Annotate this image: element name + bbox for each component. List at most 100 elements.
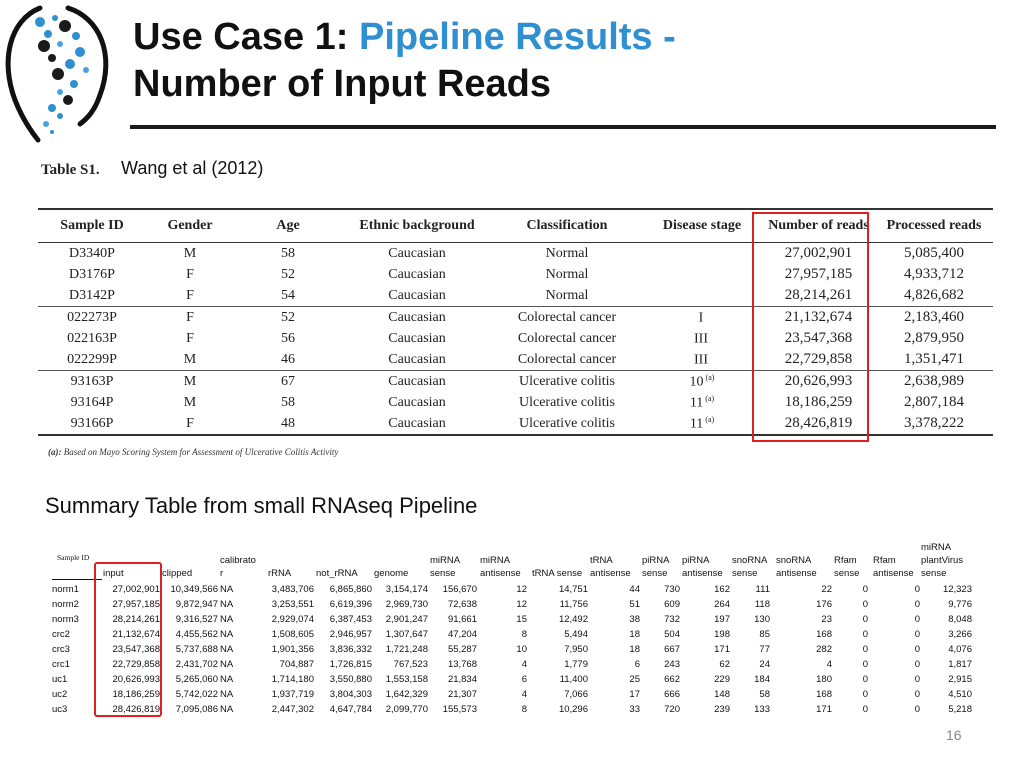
summary-cell-not-rrna: 3,804,303 <box>329 689 372 700</box>
cell-ethnic: Caucasian <box>342 349 492 371</box>
cell-id-text: 93163P <box>70 373 114 389</box>
number-of-reads-highlight <box>752 212 869 442</box>
cell-ethnic: Caucasian <box>342 328 492 349</box>
citation: Wang et al (2012) <box>121 158 264 178</box>
slide-title: Use Case 1: Pipeline Results - Number of… <box>133 14 676 108</box>
summary-cell-snorna-sense: 85 <box>759 629 770 640</box>
summary-cell-not-rrna: 6,387,453 <box>329 614 372 625</box>
cell-reads: 22,729,858 <box>762 349 875 371</box>
summary-cell-mirna-antisense: 8 <box>521 629 527 640</box>
summary-cell-snorna-antisense: 171 <box>816 704 832 715</box>
sample-table-wrapper: Sample ID Gender Age Ethnic background C… <box>38 208 993 436</box>
summary-cell-input: 27,002,901 <box>112 584 160 595</box>
cell-reads-text: 18,186,259 <box>784 394 853 410</box>
summary-cell-rfam-sense: 0 <box>862 584 868 595</box>
cell-reads: 23,547,368 <box>762 328 875 349</box>
cell-gender-text: M <box>183 373 197 389</box>
summary-cell-input: 28,426,819 <box>112 704 160 715</box>
sample-row: 022299P M 46 Caucasian Colorectal cancer III 2… <box>38 349 993 371</box>
cell-processed-text: 4,933,712 <box>904 266 964 282</box>
summary-cell-pirna-sense: 609 <box>664 599 680 610</box>
summary-cell-rrna: 2,929,074 <box>271 614 314 625</box>
summary-cell-not-rrna: 2,946,957 <box>329 629 372 640</box>
summary-cell-rfam-antisense: 0 <box>914 614 920 625</box>
summary-cell-rfam-sense: 0 <box>862 659 868 670</box>
cell-ethnic-text: Caucasian <box>388 351 446 367</box>
cell-id: 93166P <box>38 413 146 436</box>
cell-class: Ulcerative colitis <box>492 370 642 392</box>
slide-title-line2: Number of Input Reads <box>133 63 552 105</box>
summary-cell-snorna-sense: 77 <box>759 644 770 655</box>
cell-processed-text: 2,807,184 <box>904 394 964 410</box>
summary-cell-mirna-sense: 156,670 <box>442 584 477 595</box>
cell-stage-text: 11 <box>689 416 704 432</box>
cell-gender-text: F <box>186 330 194 346</box>
summary-cell-not-rrna: 3,550,880 <box>329 674 372 685</box>
cell-stage-text: III <box>694 352 708 368</box>
summary-cell-mirna-antisense: 12 <box>516 599 527 610</box>
cell-processed: 2,807,184 <box>875 392 993 413</box>
summary-row: crc3 23,547,368 5,737,688 NA 1,901,356 3,836,… <box>52 642 980 657</box>
summary-cell-pirna-antisense: 148 <box>714 689 730 700</box>
col-header-trna-antisense: tRNA antisense <box>590 555 631 579</box>
summary-cell-pirna-sense: 666 <box>664 689 680 700</box>
summary-cell-mirna-antisense: 6 <box>521 674 527 685</box>
summary-cell-sample: crc1 <box>52 659 70 670</box>
col-header: Age <box>234 208 342 243</box>
summary-cell-genome: 2,901,247 <box>385 614 428 625</box>
summary-cell-snorna-antisense: 4 <box>826 659 832 670</box>
cell-stage-text: 11 <box>689 395 704 411</box>
summary-cell-snorna-sense: 130 <box>754 614 770 625</box>
summary-cell-rfam-antisense: 0 <box>914 644 920 655</box>
summary-cell-mirna-antisense: 15 <box>516 614 527 625</box>
summary-cell-plantvirus-sense: 9,776 <box>948 599 972 610</box>
summary-cell-clipped: 4,455,562 <box>175 629 218 640</box>
cell-id: 93164P <box>38 392 146 413</box>
summary-cell-calibrator: NA <box>220 674 234 685</box>
summary-cell-mirna-antisense: 12 <box>516 584 527 595</box>
summary-cell-rrna: 3,253,551 <box>271 599 314 610</box>
summary-cell-input: 18,186,259 <box>112 689 160 700</box>
cell-reads: 27,957,185 <box>762 264 875 285</box>
sample-row: 93163P M 67 Caucasian Ulcerative colitis 10 (a… <box>38 370 993 392</box>
cell-gender: M <box>146 392 234 413</box>
cell-gender: M <box>146 370 234 392</box>
cell-age: 58 <box>234 392 342 413</box>
cell-reads: 21,132,674 <box>762 306 875 328</box>
cell-processed-text: 2,638,989 <box>904 373 964 389</box>
summary-cell-pirna-antisense: 198 <box>714 629 730 640</box>
cell-class-text: Ulcerative colitis <box>518 373 616 389</box>
cell-reads: 28,214,261 <box>762 285 875 307</box>
summary-cell-sample: uc1 <box>52 674 68 685</box>
cell-reads-text: 27,002,901 <box>784 245 853 261</box>
cell-class-text: Normal <box>545 287 589 303</box>
summary-cell-sample: norm3 <box>52 614 79 625</box>
col-header-trna-sense: tRNA sense <box>532 568 583 579</box>
summary-cell-trna-antisense: 44 <box>629 584 640 595</box>
summary-cell-plantvirus-sense: 1,817 <box>948 659 972 670</box>
cell-age-text: 58 <box>281 394 295 410</box>
cell-processed: 2,638,989 <box>875 370 993 392</box>
summary-cell-snorna-antisense: 23 <box>821 614 832 625</box>
summary-cell-mirna-sense: 155,573 <box>442 704 477 715</box>
summary-cell-pirna-antisense: 229 <box>714 674 730 685</box>
summary-row: norm1 27,002,901 10,349,566 NA 3,483,706 6,86… <box>52 582 980 597</box>
col-header-rfam-sense: Rfam sense <box>834 555 860 579</box>
cell-reads: 27,002,901 <box>762 243 875 265</box>
col-header-rfam-antisense: Rfam antisense <box>873 555 914 579</box>
cell-gender-text: F <box>186 309 194 325</box>
summary-cell-rfam-antisense: 0 <box>914 674 920 685</box>
cell-reads-text: 23,547,368 <box>784 330 853 346</box>
cell-gender-text: M <box>183 394 197 410</box>
summary-cell-clipped: 9,316,527 <box>175 614 218 625</box>
summary-cell-pirna-antisense: 264 <box>714 599 730 610</box>
cell-class-text: Normal <box>545 266 589 282</box>
summary-cell-pirna-sense: 720 <box>664 704 680 715</box>
cell-age-text: 52 <box>281 309 295 325</box>
sample-row: 93164P M 58 Caucasian Ulcerative colitis 11 (a… <box>38 392 993 413</box>
summary-subtitle: Summary Table from small RNAseq Pipeline <box>45 493 478 518</box>
summary-cell-rfam-antisense: 0 <box>914 629 920 640</box>
cell-id-text: 93164P <box>70 394 114 410</box>
summary-cell-rrna: 3,483,706 <box>271 584 314 595</box>
input-column-highlight <box>94 562 162 717</box>
